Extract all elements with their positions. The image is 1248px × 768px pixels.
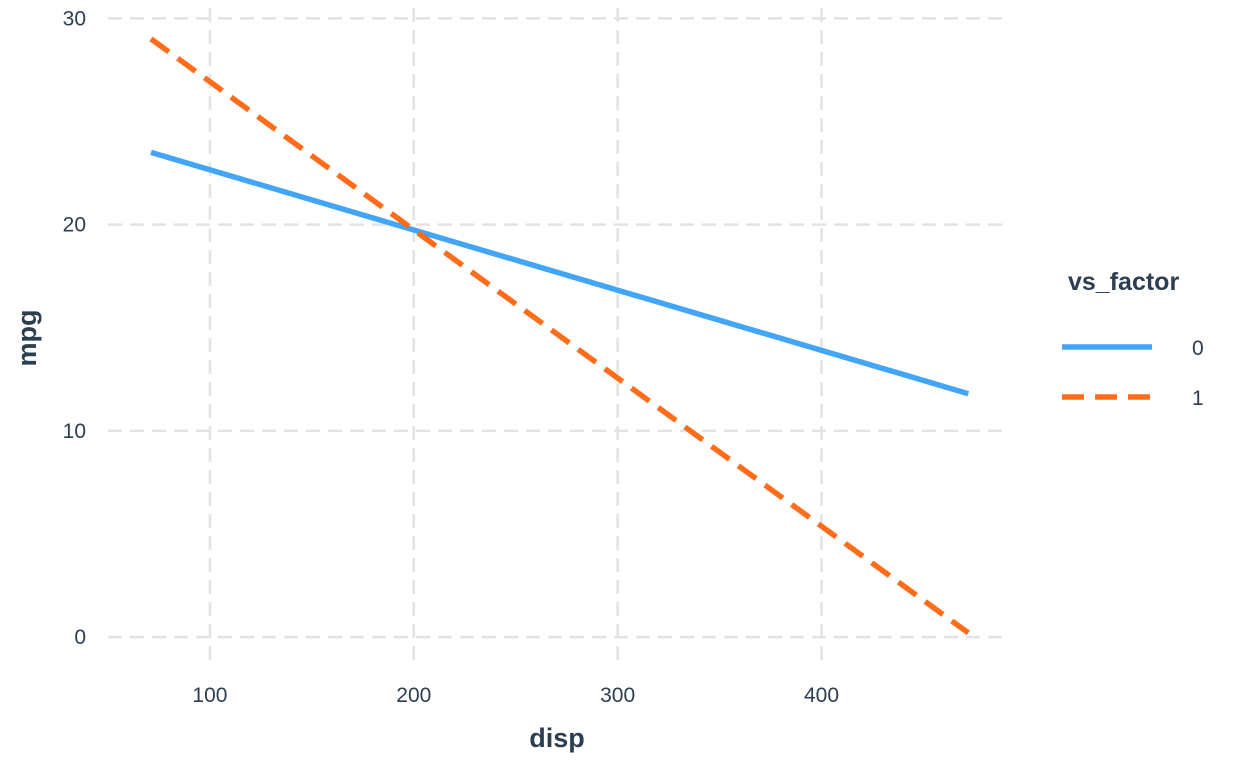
y-tick-label: 0 — [74, 626, 86, 649]
legend-label-1: 1 — [1192, 387, 1204, 410]
legend: vs_factor 01 — [1062, 268, 1204, 410]
legend-title: vs_factor — [1068, 268, 1179, 296]
x-axis-title: disp — [529, 723, 585, 753]
y-tick-label: 10 — [63, 420, 86, 443]
x-tick-label: 200 — [396, 684, 431, 707]
series-lines — [149, 36, 970, 636]
x-tick-label: 300 — [600, 684, 635, 707]
series-line-0 — [150, 149, 970, 397]
legend-items: 01 — [1062, 337, 1204, 410]
y-tick-label: 30 — [63, 7, 86, 30]
x-axis-ticks: 100 200 300 400 — [192, 684, 839, 707]
x-tick-label: 400 — [804, 684, 839, 707]
legend-label-0: 0 — [1192, 337, 1204, 360]
y-axis-title: mpg — [12, 310, 42, 367]
series-line-1 — [149, 36, 970, 636]
y-tick-label: 20 — [63, 214, 86, 237]
grid — [108, 8, 1005, 668]
y-axis-ticks: 0 10 20 30 — [63, 7, 86, 649]
x-tick-label: 100 — [192, 684, 227, 707]
